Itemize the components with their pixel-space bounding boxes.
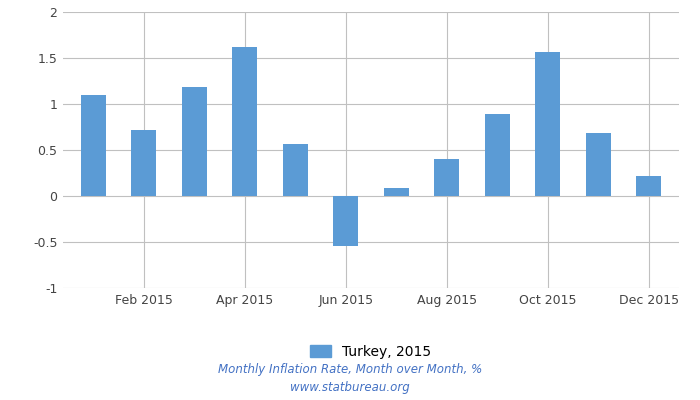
Bar — [182, 86, 207, 196]
Text: Monthly Inflation Rate, Month over Month, %: Monthly Inflation Rate, Month over Month… — [218, 364, 482, 376]
Bar — [434, 159, 459, 196]
Text: www.statbureau.org: www.statbureau.org — [290, 382, 410, 394]
Bar — [131, 130, 156, 196]
Bar — [80, 95, 106, 196]
Bar — [283, 144, 308, 196]
Bar — [636, 176, 662, 196]
Bar — [333, 196, 358, 246]
Bar — [586, 134, 611, 196]
Bar — [535, 52, 560, 196]
Bar — [484, 114, 510, 196]
Legend: Turkey, 2015: Turkey, 2015 — [311, 345, 431, 359]
Bar — [232, 47, 258, 196]
Bar — [384, 188, 409, 196]
